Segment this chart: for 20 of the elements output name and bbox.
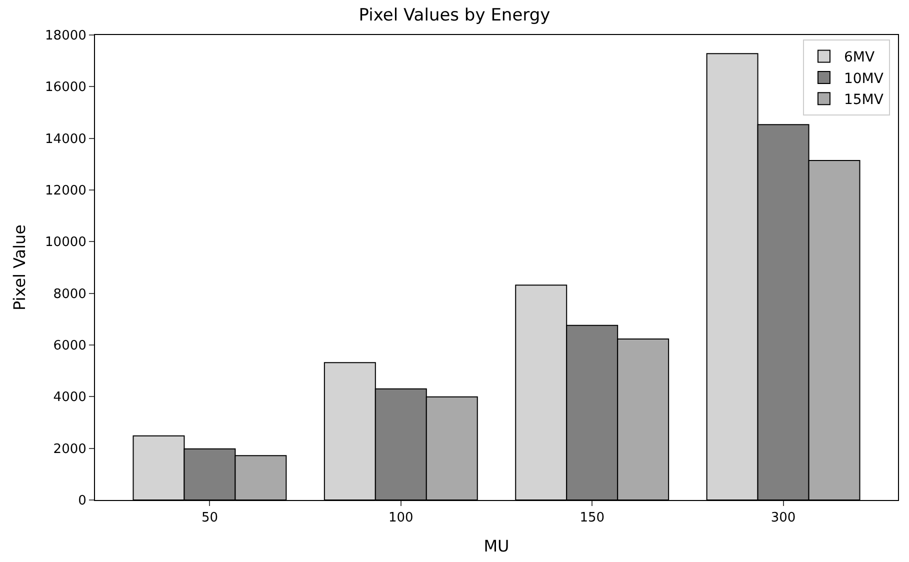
y-tick-label: 4000 (53, 390, 86, 406)
x-tick-label: 100 (388, 510, 414, 526)
legend-label: 6MV (844, 50, 875, 66)
legend-label: 10MV (844, 70, 884, 87)
x-tick-label: 150 (580, 510, 605, 526)
y-tick-label: 12000 (45, 184, 86, 199)
x-tick-label: 50 (201, 510, 218, 526)
y-axis-title: Pixel Value (10, 224, 29, 311)
x-axis-title: MU (484, 536, 510, 556)
legend-label: 15MV (844, 92, 884, 108)
x-tick-label: 300 (770, 510, 796, 526)
y-tick-label: 2000 (53, 442, 86, 457)
chart-title: Pixel Values by Energy (358, 5, 550, 26)
y-tick-label: 18000 (45, 28, 86, 44)
y-tick-label: 16000 (45, 80, 86, 96)
y-tick-label: 14000 (45, 132, 86, 147)
y-tick-label: 6000 (53, 338, 86, 354)
y-tick-label: 8000 (53, 286, 86, 302)
y-tick-label: 10000 (45, 235, 86, 250)
y-tick-label: 0 (78, 494, 86, 509)
